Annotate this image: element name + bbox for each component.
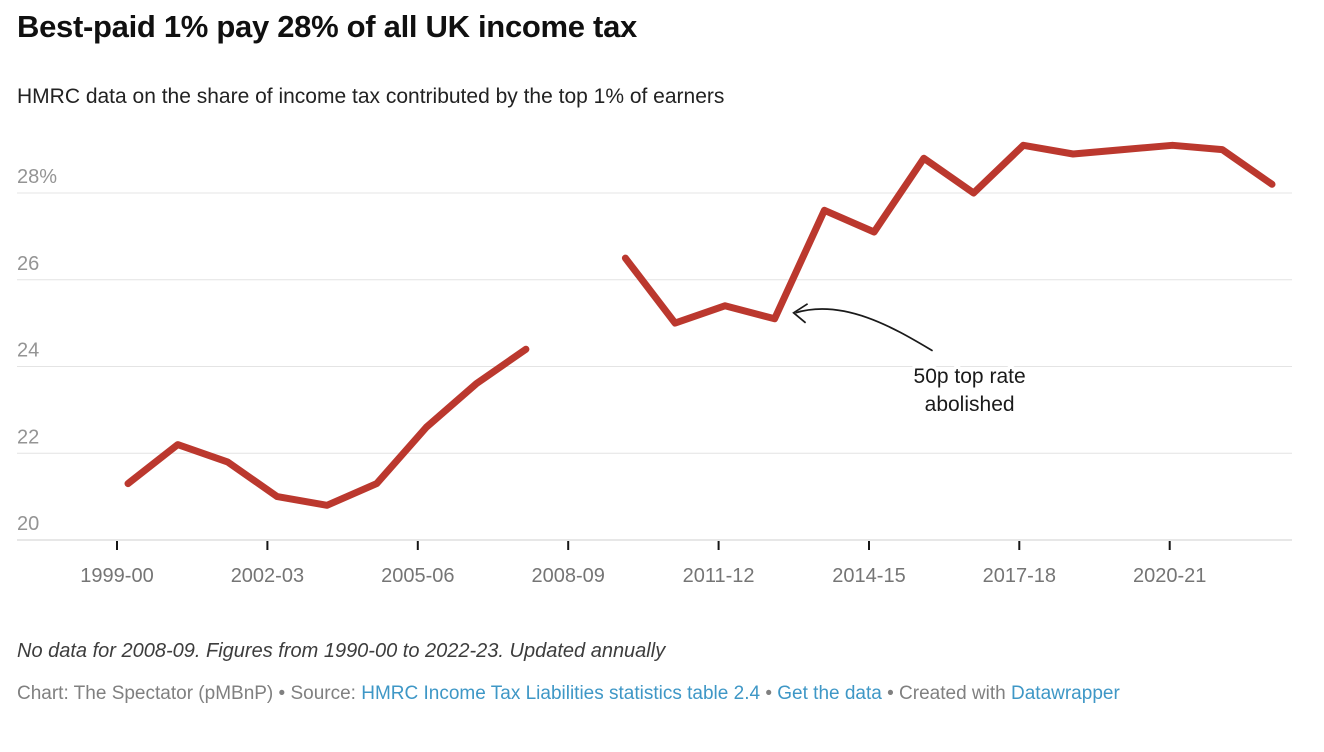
annotation-text: abolished	[925, 393, 1015, 416]
x-axis-label: 1999-00	[80, 565, 153, 587]
y-axis-label: 26	[17, 253, 39, 275]
series-line-segment	[124, 345, 530, 509]
byline-created-with: • Created with	[881, 683, 1011, 704]
x-axis-label: 2020-21	[1133, 565, 1206, 587]
x-axis-label: 2014-15	[832, 565, 905, 587]
x-axis-label: 2002-03	[231, 565, 304, 587]
y-axis-label: 28%	[17, 166, 57, 188]
page-title: Best-paid 1% pay 28% of all UK income ta…	[17, 9, 637, 44]
source-link[interactable]: HMRC Income Tax Liabilities statistics t…	[361, 683, 761, 704]
x-axis-label: 2017-18	[983, 565, 1056, 587]
y-axis-label: 24	[17, 340, 39, 362]
chart-footnote: No data for 2008-09. Figures from 1990-0…	[17, 640, 666, 662]
x-axis-label: 2008-09	[531, 565, 604, 587]
y-axis-label: 20	[17, 513, 39, 535]
byline-credit: Chart: The Spectator (pMBnP) • Source:	[17, 683, 362, 704]
annotation-arrow	[795, 308, 934, 352]
x-axis-label: 2005-06	[381, 565, 454, 587]
chart-subtitle: HMRC data on the share of income tax con…	[17, 85, 725, 108]
byline: Chart: The Spectator (pMBnP) • Source: H…	[17, 683, 1120, 705]
get-the-data-link[interactable]: Get the data	[777, 683, 882, 704]
annotation-arrowhead	[792, 303, 809, 324]
datawrapper-link[interactable]: Datawrapper	[1011, 683, 1120, 704]
annotation-text: 50p top rate	[914, 365, 1026, 388]
byline-separator: •	[760, 683, 778, 704]
x-axis-label: 2011-12	[683, 565, 755, 587]
y-axis-label: 22	[17, 426, 39, 448]
series-line-segment	[621, 141, 1276, 327]
